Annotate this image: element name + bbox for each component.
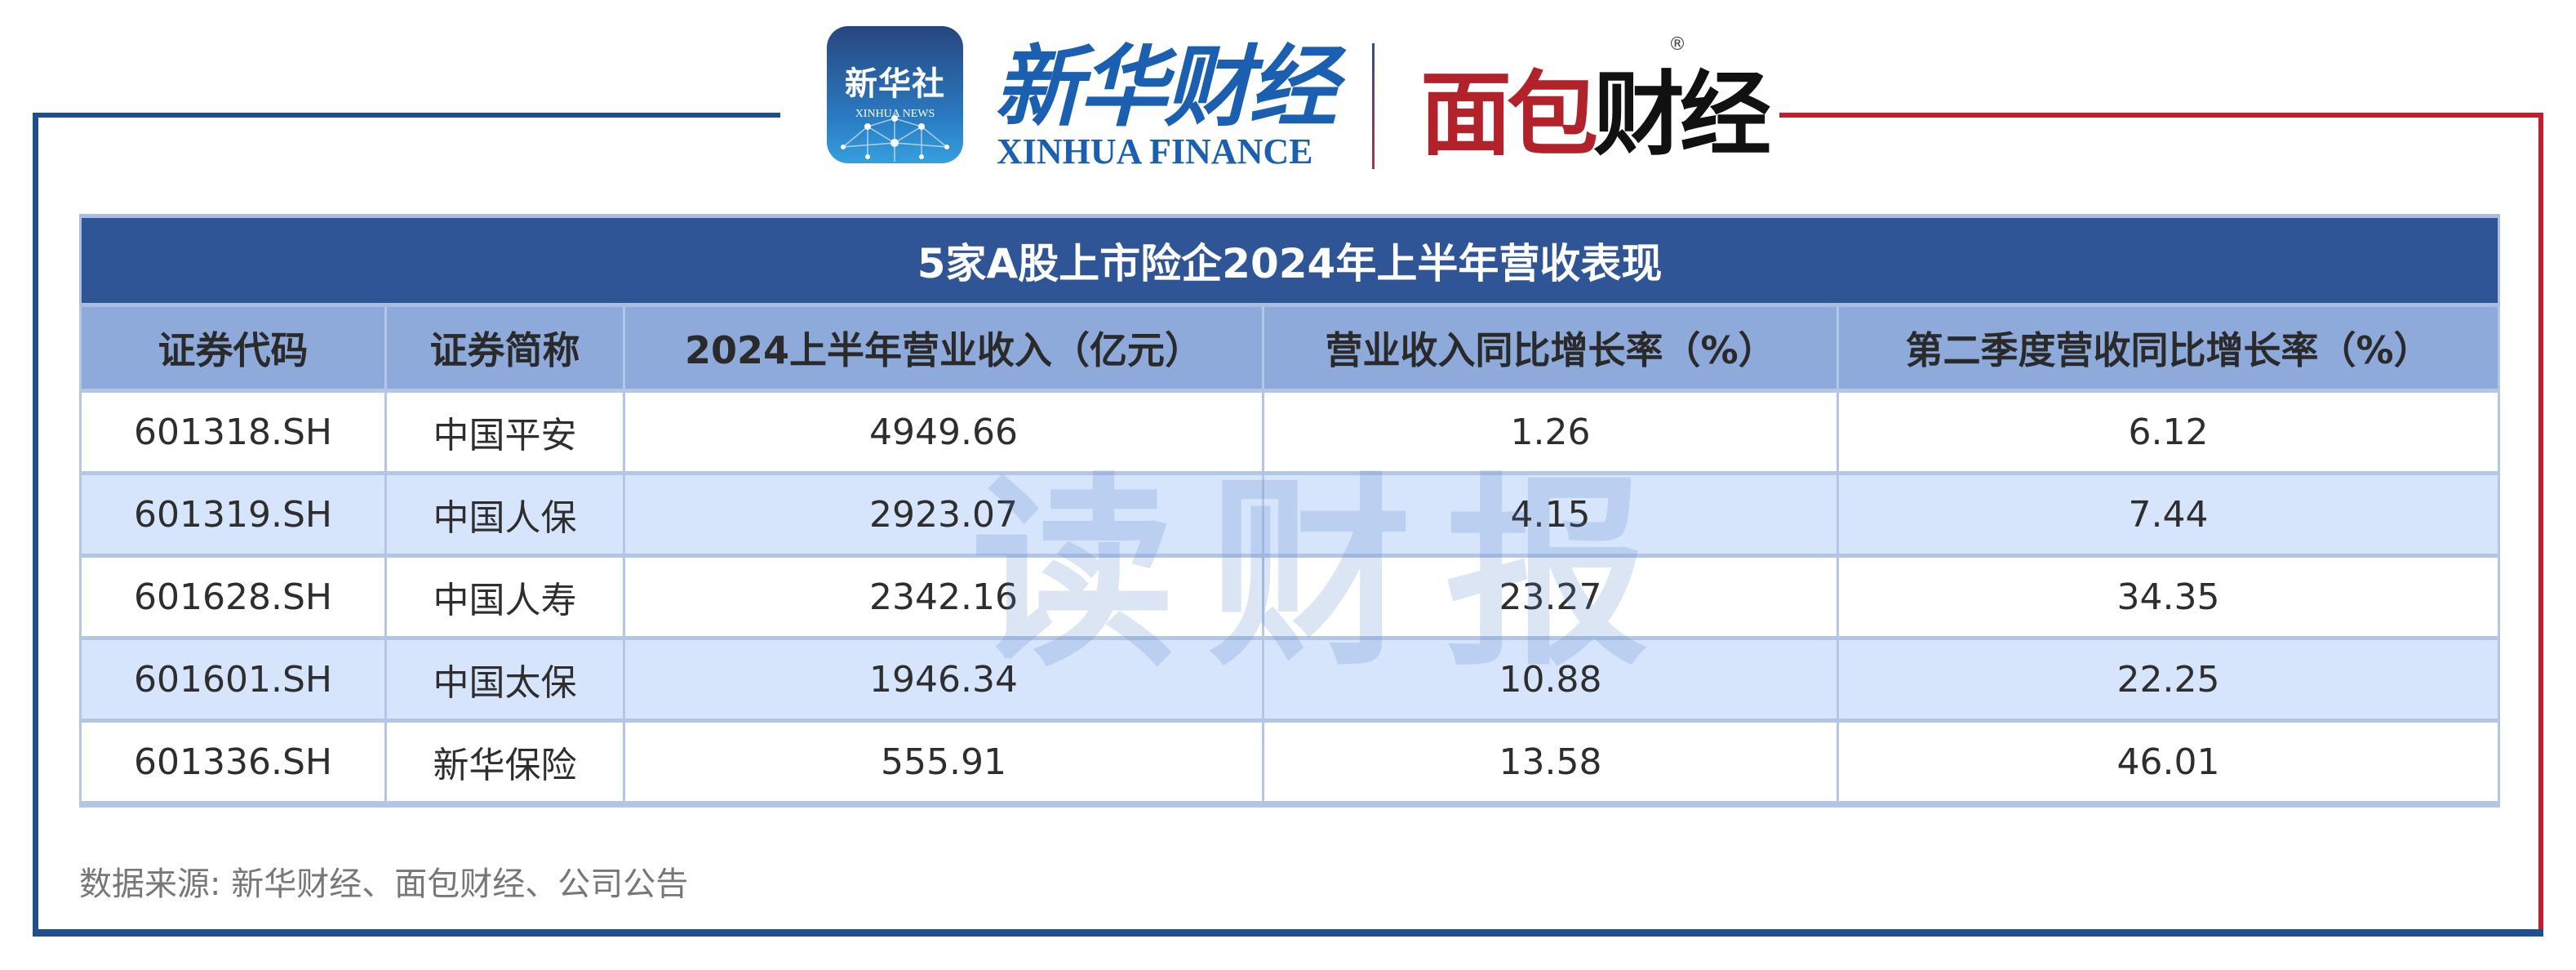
xinhua-news-logo-en: XINHUA NEWS	[855, 108, 935, 120]
table-cell: 601601.SH	[79, 636, 387, 722]
table-cell: 601319.SH	[79, 471, 387, 557]
table-cell: 4949.66	[623, 389, 1264, 474]
table-row: 601628.SH 中国人寿 2342.16 23.27 34.35	[79, 554, 2501, 639]
xinhua-news-logo: 新华社 XINHUA NEWS	[827, 26, 963, 163]
table-cell: 7.44	[1836, 471, 2501, 557]
registered-mark: ®	[1668, 34, 1686, 55]
table-cell: 中国太保	[384, 636, 625, 722]
miandian-finance-logo: 面包财经	[1420, 41, 1771, 173]
frame-border-top-blue	[33, 113, 780, 118]
table-row: 601336.SH 新华保险 555.91 13.58 46.01	[79, 719, 2501, 808]
table-cell: 13.58	[1262, 719, 1839, 808]
frame-border-top-red	[1779, 113, 2543, 118]
frame-border-left	[33, 113, 38, 936]
table-cell: 46.01	[1836, 719, 2501, 808]
frame-border-bottom	[33, 929, 2543, 937]
xinhua-finance-logo-cn: 新华财经	[994, 36, 1337, 139]
table-cell: 4.15	[1262, 471, 1839, 557]
table-row: 601601.SH 中国太保 1946.34 10.88 22.25	[79, 636, 2501, 722]
table-cell: 601628.SH	[79, 554, 387, 639]
table-row: 601318.SH 中国平安 4949.66 1.26 6.12	[79, 389, 2501, 474]
xinhua-news-logo-cn: 新华社	[845, 65, 945, 103]
table-cell: 601336.SH	[79, 719, 387, 808]
column-header: 营业收入同比增长率（%）	[1262, 304, 1839, 392]
miandian-logo-red: 面包	[1420, 62, 1598, 168]
column-header: 证券简称	[384, 304, 625, 392]
table-cell: 22.25	[1836, 636, 2501, 722]
table-cell: 1.26	[1262, 389, 1839, 474]
table-cell: 中国人寿	[384, 554, 625, 639]
logo-divider	[1372, 43, 1375, 169]
table-title: 5家A股上市险企2024年上半年营收表现	[78, 214, 2501, 307]
table-cell: 6.12	[1836, 389, 2501, 474]
table-cell: 中国平安	[384, 389, 625, 474]
data-source-note: 数据来源: 新华财经、面包财经、公司公告	[79, 865, 689, 903]
revenue-table: 5家A股上市险企2024年上半年营收表现 证券代码 证券简称 2024上半年营业收入…	[78, 214, 2501, 808]
miandian-logo-black: 财经	[1593, 62, 1771, 168]
column-header: 证券代码	[79, 304, 387, 392]
table-cell: 2342.16	[623, 554, 1264, 639]
table-cell: 23.27	[1262, 554, 1839, 639]
table-cell: 555.91	[623, 719, 1264, 808]
xinhua-finance-logo-en: XINHUA FINANCE	[997, 131, 1313, 171]
table-cell: 34.35	[1836, 554, 2501, 639]
table-cell: 1946.34	[623, 636, 1264, 722]
table-cell: 新华保险	[384, 719, 625, 808]
table-cell: 中国人保	[384, 471, 625, 557]
column-header: 第二季度营收同比增长率（%）	[1836, 304, 2501, 392]
table-row: 601319.SH 中国人保 2923.07 4.15 7.44	[79, 471, 2501, 557]
table-cell: 2923.07	[623, 471, 1264, 557]
frame-border-right	[2538, 113, 2543, 936]
network-globe-icon	[841, 115, 949, 162]
column-header: 2024上半年营业收入（亿元）	[623, 304, 1264, 392]
table-cell: 601318.SH	[79, 389, 387, 474]
table-cell: 10.88	[1262, 636, 1839, 722]
